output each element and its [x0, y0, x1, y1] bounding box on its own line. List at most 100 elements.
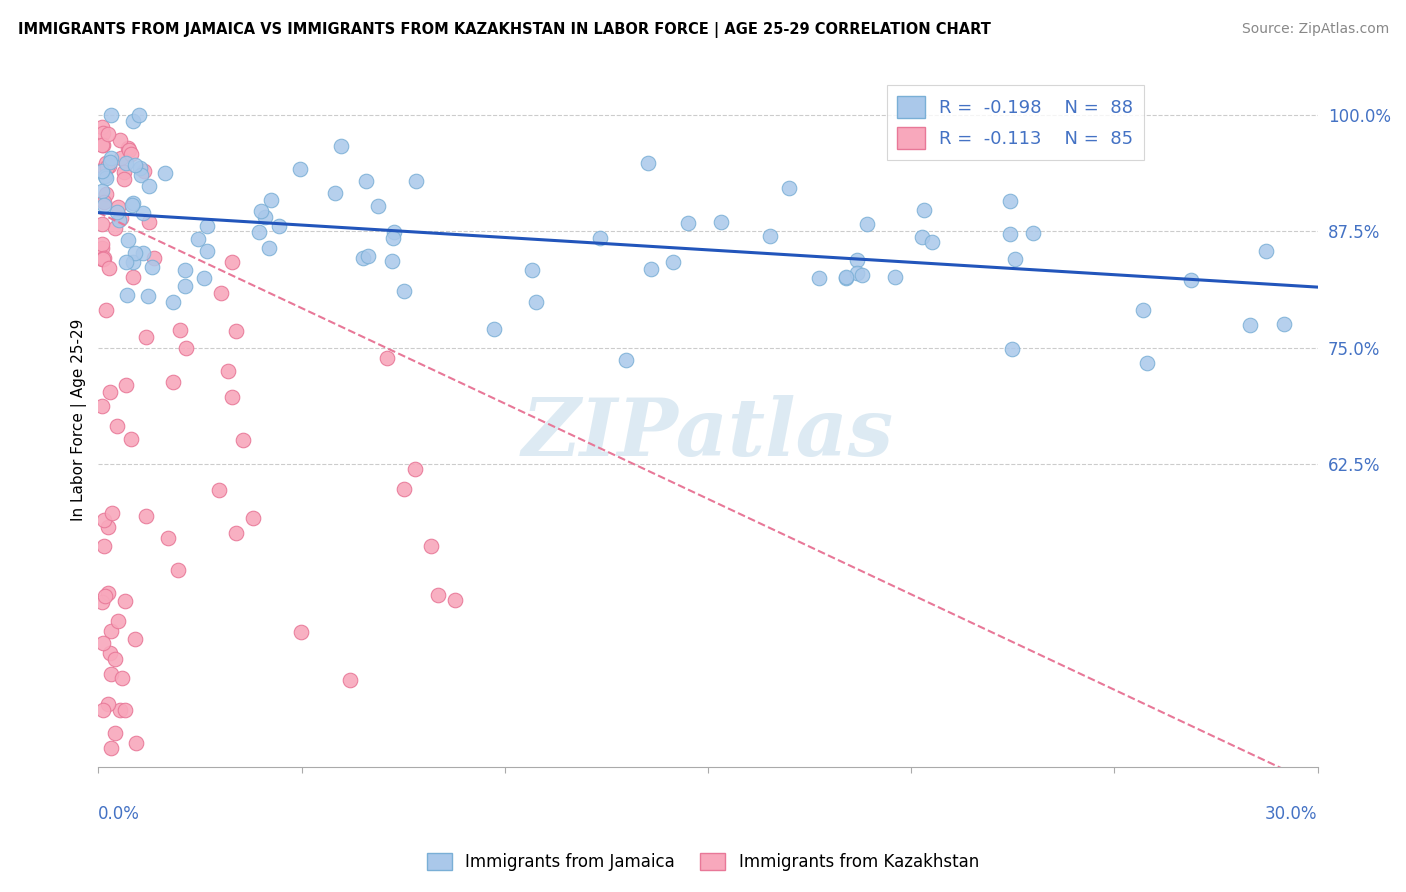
Point	[173, 279, 195, 293]
Point	[834, 271, 856, 285]
Point	[115, 255, 138, 269]
Point	[97, 697, 120, 711]
Point	[121, 196, 143, 211]
Point	[710, 215, 733, 229]
Point	[208, 483, 231, 498]
Point	[105, 205, 128, 219]
Point	[115, 377, 138, 392]
Point	[174, 263, 197, 277]
Point	[221, 390, 243, 404]
Point	[110, 211, 132, 226]
Point	[124, 736, 146, 750]
Point	[93, 636, 115, 650]
Point	[290, 624, 312, 639]
Text: ZIPatlas: ZIPatlas	[522, 395, 894, 473]
Point	[110, 703, 132, 717]
Point	[122, 114, 145, 128]
Point	[93, 251, 115, 265]
Point	[110, 133, 132, 147]
Point	[91, 703, 114, 717]
Point	[98, 384, 121, 399]
Point	[91, 237, 114, 252]
Point	[141, 260, 163, 274]
Point	[110, 151, 132, 165]
Point	[124, 632, 146, 646]
Point	[94, 589, 117, 603]
Point	[94, 156, 117, 170]
Point	[375, 351, 398, 365]
Point	[96, 303, 118, 318]
Point	[405, 174, 427, 188]
Point	[1001, 342, 1024, 356]
Point	[1239, 318, 1261, 333]
Point	[367, 199, 389, 213]
Point	[883, 269, 905, 284]
Point	[260, 193, 283, 207]
Point	[101, 507, 124, 521]
Point	[97, 520, 120, 534]
Point	[93, 137, 115, 152]
Point	[676, 216, 699, 230]
Point	[91, 252, 114, 267]
Point	[392, 483, 415, 497]
Point	[195, 244, 218, 259]
Point	[100, 741, 122, 756]
Point	[93, 198, 115, 212]
Point	[329, 139, 352, 153]
Point	[104, 725, 127, 739]
Point	[135, 330, 157, 344]
Point	[444, 593, 467, 607]
Point	[132, 245, 155, 260]
Point	[382, 226, 405, 240]
Point	[426, 588, 449, 602]
Point	[1136, 356, 1159, 370]
Point	[778, 181, 800, 195]
Point	[91, 164, 114, 178]
Point	[1022, 226, 1045, 240]
Y-axis label: In Labor Force | Age 25-29: In Labor Force | Age 25-29	[72, 318, 87, 521]
Point	[118, 143, 141, 157]
Point	[94, 170, 117, 185]
Point	[225, 325, 247, 339]
Point	[162, 375, 184, 389]
Legend: Immigrants from Jamaica, Immigrants from Kazakhstan: Immigrants from Jamaica, Immigrants from…	[419, 845, 987, 880]
Point	[93, 513, 115, 527]
Point	[911, 230, 934, 244]
Point	[339, 673, 361, 687]
Point	[121, 255, 143, 269]
Point	[382, 231, 405, 245]
Point	[108, 212, 131, 227]
Point	[129, 168, 152, 182]
Legend: R =  -0.198    N =  88, R =  -0.113    N =  85: R = -0.198 N = 88, R = -0.113 N = 85	[887, 86, 1144, 161]
Point	[856, 217, 879, 231]
Point	[846, 252, 869, 267]
Text: 0.0%: 0.0%	[98, 805, 141, 823]
Point	[100, 667, 122, 681]
Point	[225, 526, 247, 541]
Point	[110, 671, 132, 685]
Point	[91, 184, 114, 198]
Point	[851, 268, 873, 282]
Point	[209, 285, 232, 300]
Point	[217, 363, 239, 377]
Point	[124, 246, 146, 260]
Point	[143, 251, 166, 265]
Point	[420, 539, 443, 553]
Point	[105, 419, 128, 434]
Point	[91, 126, 114, 140]
Point	[112, 172, 135, 186]
Point	[186, 232, 208, 246]
Point	[1272, 317, 1295, 331]
Point	[614, 353, 637, 368]
Point	[162, 294, 184, 309]
Point	[132, 164, 155, 178]
Point	[98, 159, 121, 173]
Text: Source: ZipAtlas.com: Source: ZipAtlas.com	[1241, 22, 1389, 37]
Point	[138, 214, 160, 228]
Point	[1254, 244, 1277, 259]
Point	[91, 252, 114, 266]
Point	[155, 166, 177, 180]
Point	[135, 508, 157, 523]
Point	[257, 241, 280, 255]
Point	[93, 194, 115, 209]
